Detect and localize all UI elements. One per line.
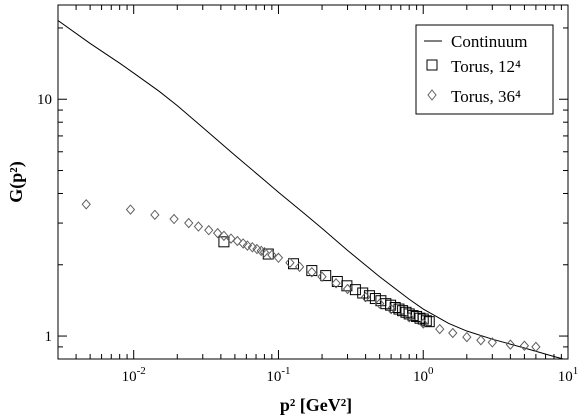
x-tick-label: 10-1 [266,365,290,385]
data-point-torus-12 [262,248,274,260]
data-point-torus-36 [386,303,396,315]
data-point-torus-36 [404,312,414,323]
data-point-torus-12 [320,270,332,282]
data-point-torus-36 [374,298,385,309]
x-tick-label: 10-2 [122,365,146,385]
y-tick-label: 1 [45,329,53,345]
x-axis: 10-2 10-1 100 101 [57,5,579,385]
series-layer [58,20,566,359]
data-point-torus-36 [267,249,277,261]
data-point-torus-12 [417,313,429,325]
data-point-torus-12 [218,236,230,248]
data-point-torus-36 [184,217,194,229]
data-point-torus-36 [331,278,341,289]
data-point-torus-36 [531,341,541,353]
legend-swatch-torus-36 [427,89,437,101]
plot-frame [57,4,569,360]
data-point-torus-36 [505,339,516,350]
data-point-torus-36 [360,291,371,303]
data-point-torus-12 [363,290,375,302]
data-point-torus-36 [238,238,248,249]
series-line-continuum [58,20,566,359]
legend-label-torus-12: Torus, 12⁴ [451,57,521,76]
data-point-torus-36 [476,334,486,346]
data-point-torus-36 [81,199,91,210]
data-point-torus-12 [369,293,381,305]
data-point-torus-36 [169,213,179,225]
data-point-torus-36 [435,323,445,335]
data-point-torus-36 [487,337,497,348]
data-point-torus-36 [232,235,243,247]
legend-label-continuum: Continuum [451,32,528,51]
legend-swatch-torus-12 [426,59,438,71]
data-point-torus-36 [294,261,305,273]
data-point-torus-12 [423,316,435,328]
data-point-torus-36 [317,271,327,283]
data-point-torus-12 [400,306,412,318]
data-point-torus-36 [307,266,317,278]
data-point-torus-36 [193,221,204,232]
data-point-torus-36 [125,204,136,215]
data-point-torus-36 [219,230,229,242]
data-point-torus-36 [212,227,223,239]
data-point-torus-36 [342,283,353,295]
data-point-torus-36 [273,252,284,264]
data-point-torus-36 [247,242,258,253]
legend-box [415,24,554,115]
data-point-torus-36 [256,245,266,257]
y-tick-label: 10 [37,92,52,108]
y-axis: 1 10 [37,27,568,360]
data-point-torus-36 [259,246,270,258]
y-axis-label: G(p²) [6,161,27,202]
data-point-torus-36 [462,331,472,343]
x-tick-label: 101 [558,365,579,385]
data-point-torus-12 [306,265,318,277]
data-point-torus-36 [204,224,214,236]
data-point-torus-12 [341,280,353,292]
x-axis-label: p² [GeV²] [280,395,352,415]
data-point-torus-12 [389,301,401,313]
data-point-torus-36 [448,327,458,339]
data-point-torus-12 [403,308,415,320]
data-point-torus-36 [242,240,253,251]
legend: Continuum Torus, 12⁴ Torus, 36⁴ [415,24,554,115]
x-tick-label: 100 [413,365,434,385]
data-point-torus-36 [150,209,160,221]
data-point-torus-36 [418,318,428,329]
legend-label-torus-36: Torus, 36⁴ [451,87,521,106]
data-point-torus-36 [519,340,530,352]
data-point-torus-36 [285,257,295,268]
data-point-torus-36 [226,233,236,244]
